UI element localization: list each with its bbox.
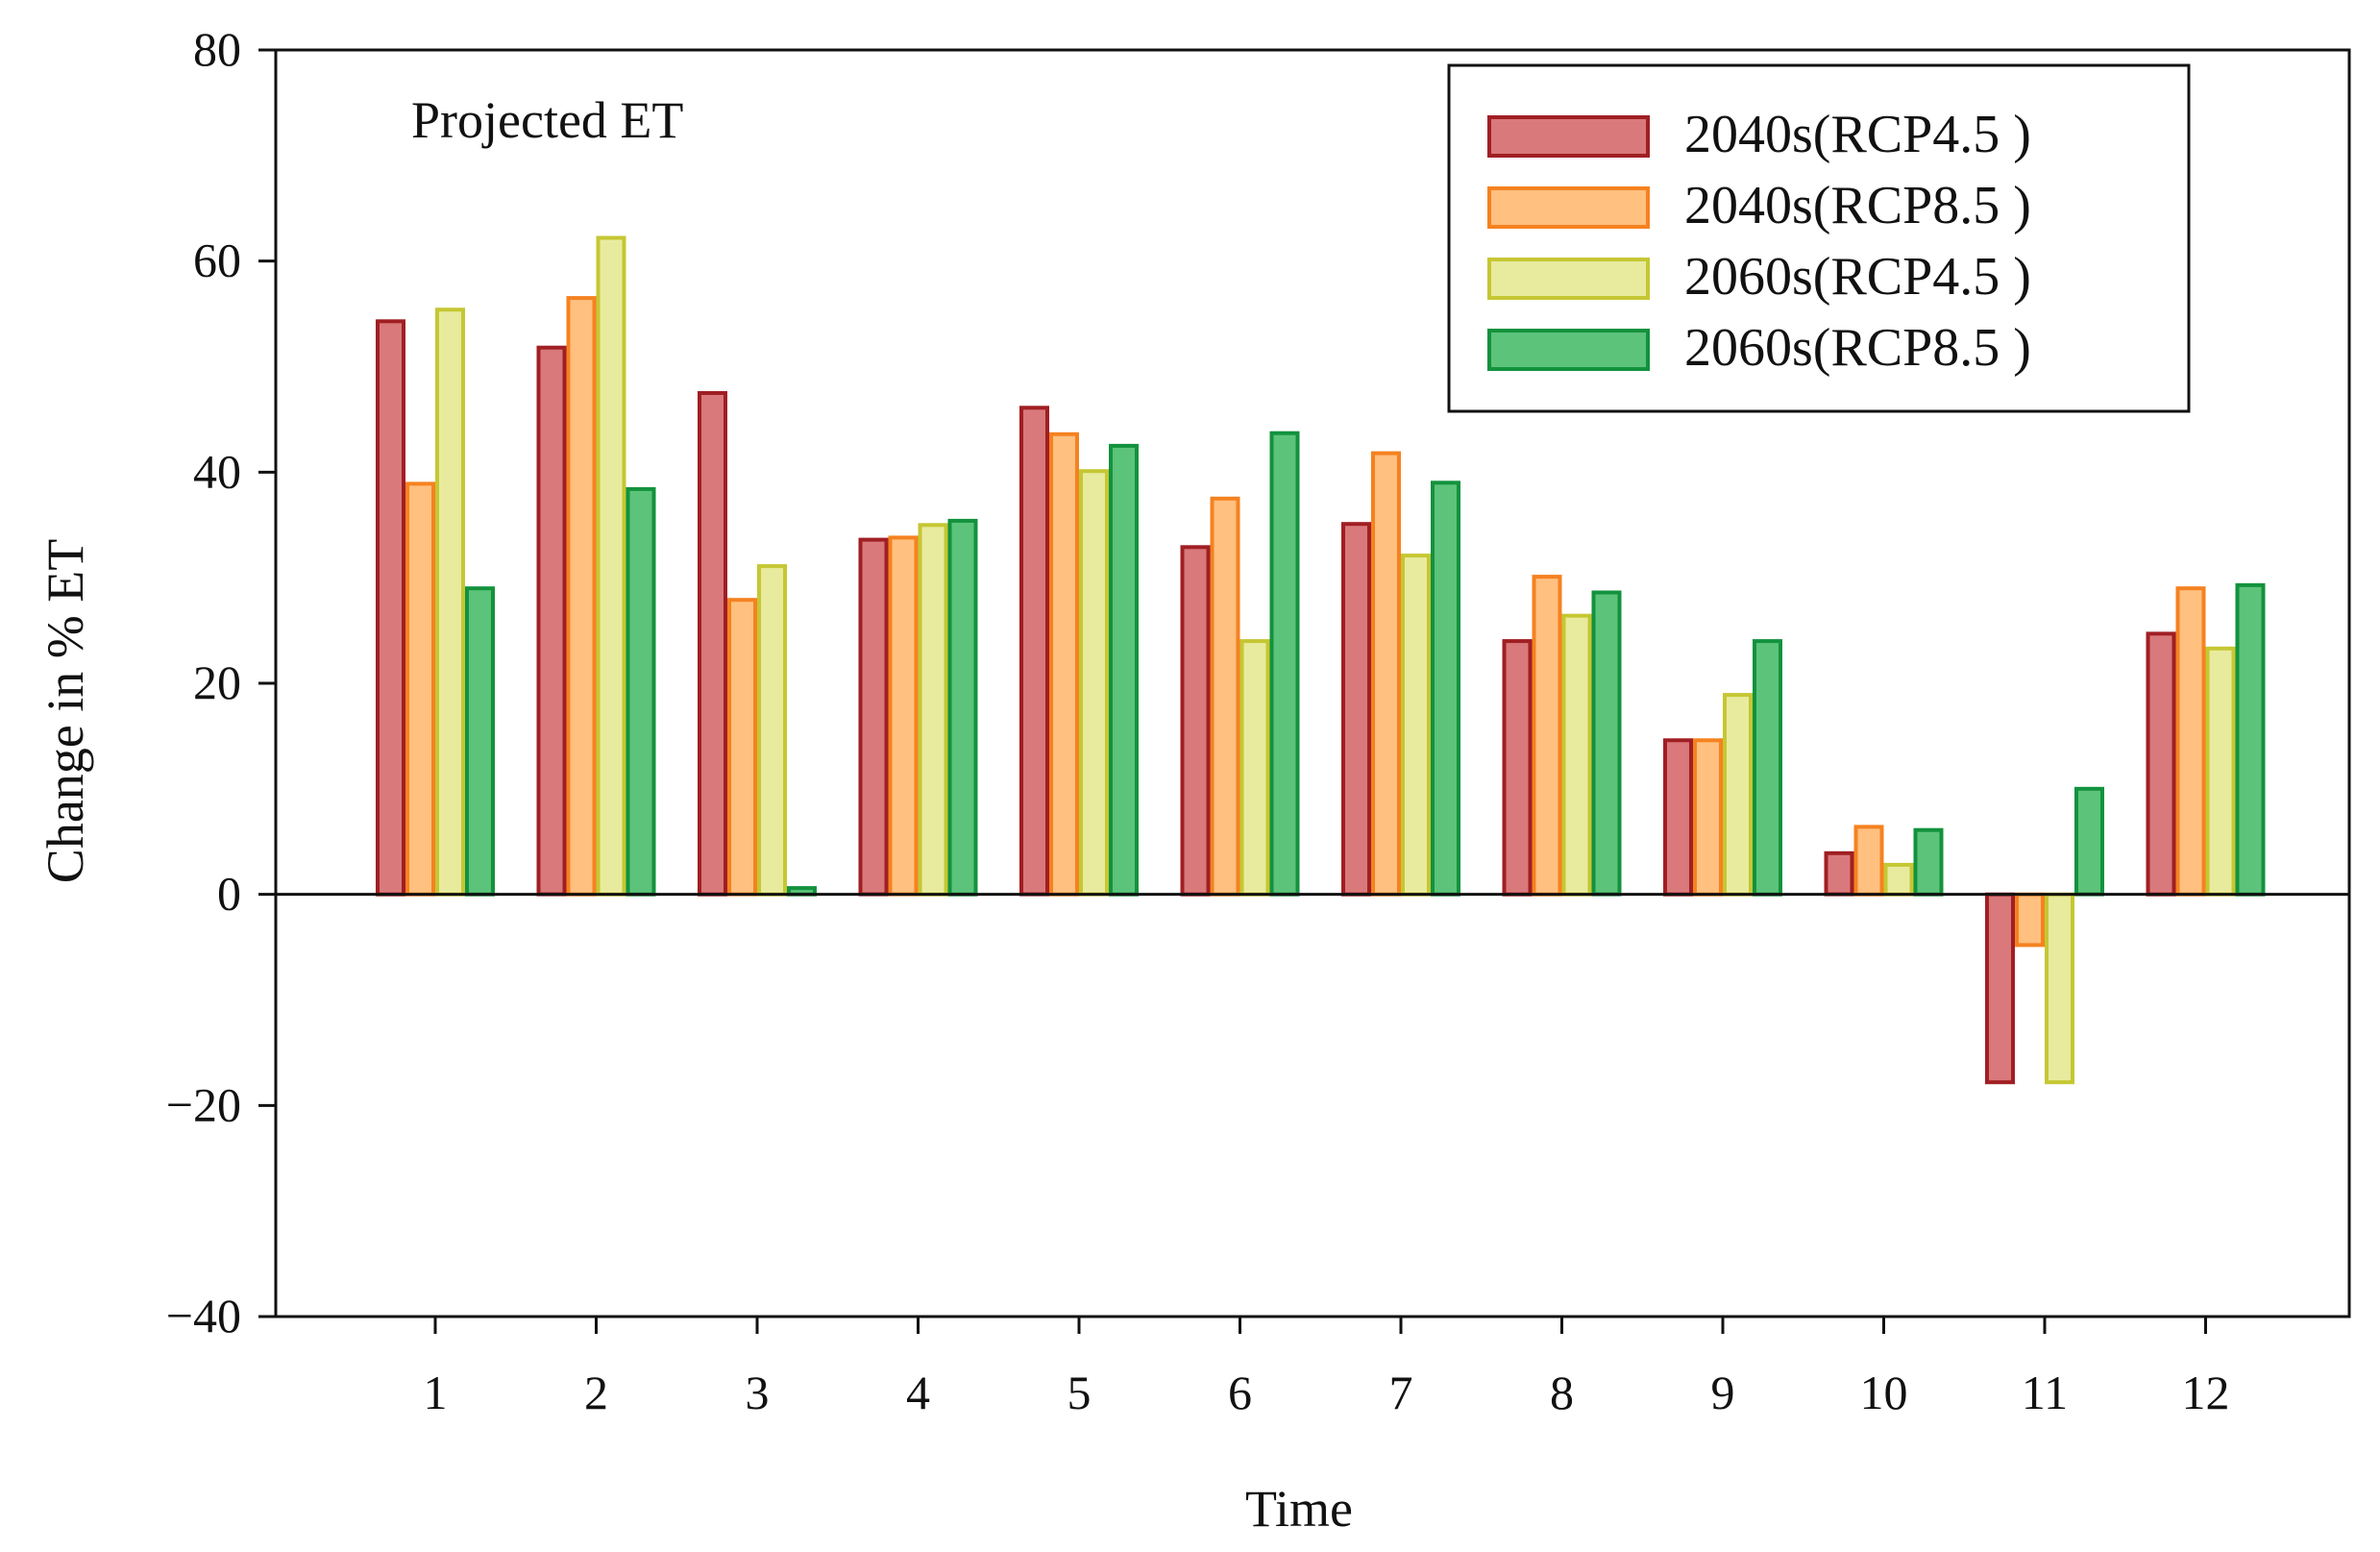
- x-tick-label: 1: [424, 1366, 448, 1419]
- y-tick-label: 0: [217, 867, 241, 921]
- x-tick-label: 8: [1550, 1366, 1574, 1419]
- bar-s3-t2: [596, 235, 626, 897]
- legend-swatch: [1487, 186, 1650, 229]
- bar-s3-t6: [1239, 639, 1270, 897]
- legend-label: 2040s(RCP8.5 ): [1684, 176, 2031, 235]
- bar-s3-t11: [2045, 892, 2074, 1085]
- bar-s2-t5: [1049, 431, 1079, 897]
- bar-s1-t7: [1341, 522, 1371, 897]
- x-tick-label: 6: [1228, 1366, 1252, 1419]
- bar-s1-t6: [1180, 545, 1211, 897]
- bar-s4-t1: [465, 586, 495, 897]
- bar-s1-t12: [2146, 631, 2176, 897]
- legend: 2040s(RCP4.5 ) 2040s(RCP8.5 ) 2060s(RCP4.5…: [1447, 63, 2191, 413]
- bar-s2-t2: [566, 296, 597, 897]
- y-tick-label: 20: [193, 655, 241, 709]
- bar-s2-t7: [1371, 451, 1401, 897]
- bar-s2-t9: [1693, 738, 1723, 897]
- y-tick-label: 80: [193, 22, 241, 76]
- x-tick-label: 11: [2022, 1366, 2068, 1419]
- bar-s4-t10: [1913, 827, 1944, 897]
- bar-s1-t5: [1019, 406, 1049, 897]
- x-tick-label: 2: [584, 1366, 608, 1419]
- bar-s2-t1: [405, 481, 435, 897]
- y-tick-label: 40: [193, 444, 241, 498]
- legend-swatch: [1487, 258, 1650, 300]
- bar-s1-t8: [1502, 639, 1533, 897]
- projected-et-annotation: Projected ET: [411, 91, 683, 149]
- y-tick-label: −40: [166, 1289, 241, 1343]
- bar-s4-t12: [2235, 582, 2266, 897]
- bar-s2-t10: [1853, 825, 1884, 897]
- bar-s3-t9: [1723, 693, 1753, 897]
- bar-s2-t4: [888, 535, 919, 897]
- x-tick-label: 9: [1711, 1366, 1735, 1419]
- bar-s4-t7: [1431, 480, 1460, 897]
- x-tick-label: 5: [1067, 1366, 1092, 1419]
- x-axis-title: Time: [1245, 1480, 1353, 1538]
- bar-s1-t4: [858, 537, 889, 897]
- bar-s1-t2: [536, 345, 567, 897]
- bar-s3-t4: [918, 523, 948, 897]
- bar-s3-t10: [1883, 862, 1914, 897]
- bar-s4-t2: [626, 486, 656, 897]
- x-tick-label: 10: [1860, 1366, 1908, 1419]
- bar-s4-t6: [1269, 431, 1300, 897]
- bar-s3-t7: [1401, 554, 1431, 897]
- bar-s4-t4: [947, 518, 978, 897]
- y-tick-label: 60: [193, 234, 241, 287]
- bar-s2-t6: [1210, 496, 1240, 897]
- bar-s2-t3: [727, 598, 757, 897]
- legend-label: 2040s(RCP4.5 ): [1684, 105, 2031, 164]
- bar-s4-t8: [1591, 590, 1622, 897]
- legend-swatch: [1487, 115, 1650, 158]
- legend-label: 2060s(RCP4.5 ): [1684, 247, 2031, 307]
- bar-s1-t10: [1824, 850, 1854, 897]
- bar-s3-t5: [1079, 469, 1109, 897]
- bar-s4-t9: [1753, 639, 1782, 897]
- bar-s2-t11: [2015, 892, 2045, 948]
- bar-s2-t8: [1532, 575, 1562, 897]
- x-tick-label: 4: [906, 1366, 930, 1419]
- bar-s4-t11: [2074, 786, 2104, 897]
- bar-s2-t12: [2175, 586, 2206, 897]
- bar-s4-t5: [1109, 443, 1139, 897]
- bar-s1-t9: [1663, 738, 1693, 897]
- y-tick-label: −20: [166, 1077, 241, 1131]
- bar-s3-t12: [2205, 646, 2236, 897]
- bar-s3-t8: [1561, 613, 1592, 897]
- x-tick-label: 7: [1389, 1366, 1413, 1419]
- legend-label: 2060s(RCP8.5 ): [1684, 318, 2031, 378]
- legend-swatch: [1487, 329, 1650, 371]
- x-tick-label: 12: [2182, 1366, 2230, 1419]
- bar-s3-t3: [757, 564, 787, 897]
- bar-s3-t1: [435, 308, 465, 897]
- bar-s1-t1: [376, 319, 405, 897]
- x-tick-label: 3: [746, 1366, 770, 1419]
- bar-s1-t3: [698, 391, 727, 897]
- y-axis-title: Change in % ET: [37, 539, 94, 883]
- bar-s1-t11: [1985, 892, 2015, 1085]
